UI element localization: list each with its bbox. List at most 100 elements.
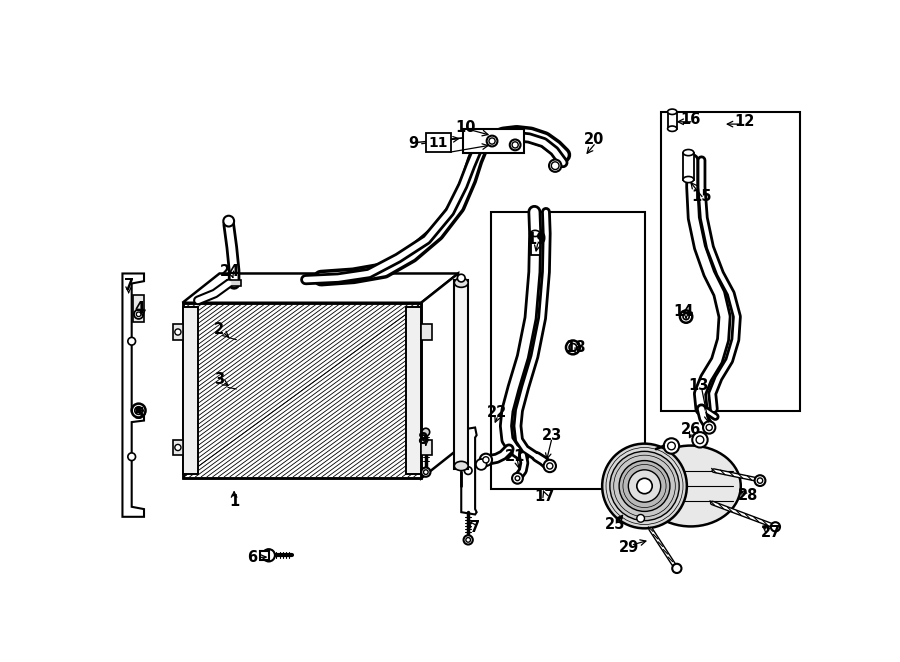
Text: 16: 16 bbox=[680, 112, 701, 127]
Text: 26: 26 bbox=[680, 422, 701, 438]
Ellipse shape bbox=[683, 177, 694, 183]
Text: 24: 24 bbox=[220, 264, 240, 279]
Circle shape bbox=[706, 424, 712, 430]
Ellipse shape bbox=[641, 446, 741, 526]
Bar bbox=[227, 279, 241, 286]
Bar bbox=[259, 551, 269, 560]
Circle shape bbox=[569, 344, 577, 352]
Circle shape bbox=[137, 408, 140, 412]
Bar bbox=[406, 307, 421, 474]
Circle shape bbox=[512, 473, 523, 484]
Circle shape bbox=[128, 453, 136, 461]
Circle shape bbox=[696, 436, 704, 444]
Circle shape bbox=[628, 470, 661, 502]
Text: 17: 17 bbox=[535, 489, 554, 504]
Bar bbox=[668, 112, 677, 128]
Circle shape bbox=[637, 479, 652, 494]
Circle shape bbox=[544, 460, 556, 472]
Text: 14: 14 bbox=[673, 305, 693, 320]
Text: 6: 6 bbox=[247, 550, 256, 565]
Text: 13: 13 bbox=[688, 379, 708, 393]
Bar bbox=[183, 307, 198, 474]
Bar bbox=[183, 303, 421, 479]
Circle shape bbox=[424, 470, 428, 475]
Ellipse shape bbox=[531, 230, 540, 236]
Circle shape bbox=[637, 514, 644, 522]
Ellipse shape bbox=[668, 126, 677, 132]
Polygon shape bbox=[183, 273, 458, 303]
Text: 7: 7 bbox=[470, 520, 481, 535]
Circle shape bbox=[754, 475, 765, 486]
Circle shape bbox=[480, 453, 492, 466]
Circle shape bbox=[489, 138, 495, 144]
Text: 3: 3 bbox=[213, 372, 224, 387]
Bar bbox=[683, 152, 694, 179]
Circle shape bbox=[487, 136, 498, 146]
Circle shape bbox=[757, 478, 762, 483]
Circle shape bbox=[680, 310, 692, 323]
Text: 15: 15 bbox=[691, 189, 712, 204]
Bar bbox=[463, 130, 525, 152]
Bar bbox=[174, 324, 183, 340]
Circle shape bbox=[509, 140, 520, 150]
Text: 1: 1 bbox=[229, 494, 239, 509]
Circle shape bbox=[549, 160, 562, 172]
Ellipse shape bbox=[668, 109, 677, 115]
Circle shape bbox=[770, 522, 780, 532]
Bar bbox=[662, 112, 800, 410]
Text: 8: 8 bbox=[418, 432, 428, 448]
Text: 9: 9 bbox=[409, 136, 419, 151]
Text: 10: 10 bbox=[454, 120, 475, 134]
Circle shape bbox=[457, 274, 465, 282]
Circle shape bbox=[464, 467, 472, 475]
Polygon shape bbox=[122, 273, 144, 517]
Circle shape bbox=[619, 461, 670, 512]
Polygon shape bbox=[421, 273, 458, 479]
Text: 27: 27 bbox=[760, 525, 781, 540]
Circle shape bbox=[668, 442, 675, 449]
Bar bbox=[133, 295, 144, 322]
Circle shape bbox=[566, 340, 580, 354]
Circle shape bbox=[175, 444, 181, 451]
Circle shape bbox=[546, 463, 553, 469]
Circle shape bbox=[683, 314, 689, 320]
Text: 28: 28 bbox=[737, 488, 758, 502]
Circle shape bbox=[134, 310, 143, 319]
Circle shape bbox=[175, 329, 181, 335]
Circle shape bbox=[128, 338, 136, 345]
Text: 22: 22 bbox=[487, 404, 507, 420]
Bar bbox=[530, 234, 540, 255]
Circle shape bbox=[263, 549, 274, 561]
Circle shape bbox=[552, 162, 559, 169]
Text: 23: 23 bbox=[542, 428, 562, 443]
Circle shape bbox=[672, 564, 681, 573]
Ellipse shape bbox=[683, 150, 694, 156]
Circle shape bbox=[131, 404, 146, 418]
Circle shape bbox=[422, 428, 429, 436]
Circle shape bbox=[135, 406, 142, 414]
Circle shape bbox=[515, 476, 520, 481]
Bar bbox=[421, 324, 432, 340]
Circle shape bbox=[464, 536, 472, 545]
Circle shape bbox=[610, 451, 680, 520]
Text: 18: 18 bbox=[565, 340, 586, 355]
Text: 11: 11 bbox=[428, 136, 448, 150]
Text: 7: 7 bbox=[123, 278, 134, 293]
Circle shape bbox=[602, 444, 687, 528]
Bar bbox=[183, 303, 421, 479]
Text: 21: 21 bbox=[505, 449, 526, 464]
Bar bbox=[421, 440, 432, 455]
Text: 29: 29 bbox=[619, 540, 639, 555]
Ellipse shape bbox=[454, 461, 468, 471]
Bar bbox=[174, 440, 183, 455]
Text: 12: 12 bbox=[734, 115, 755, 129]
Text: 19: 19 bbox=[526, 232, 547, 247]
Polygon shape bbox=[461, 428, 477, 514]
Text: 2: 2 bbox=[213, 322, 224, 337]
Text: 25: 25 bbox=[605, 517, 626, 532]
Text: 4: 4 bbox=[134, 301, 145, 316]
Circle shape bbox=[421, 467, 430, 477]
Circle shape bbox=[512, 142, 518, 148]
Circle shape bbox=[482, 457, 489, 463]
Bar bbox=[491, 212, 644, 489]
